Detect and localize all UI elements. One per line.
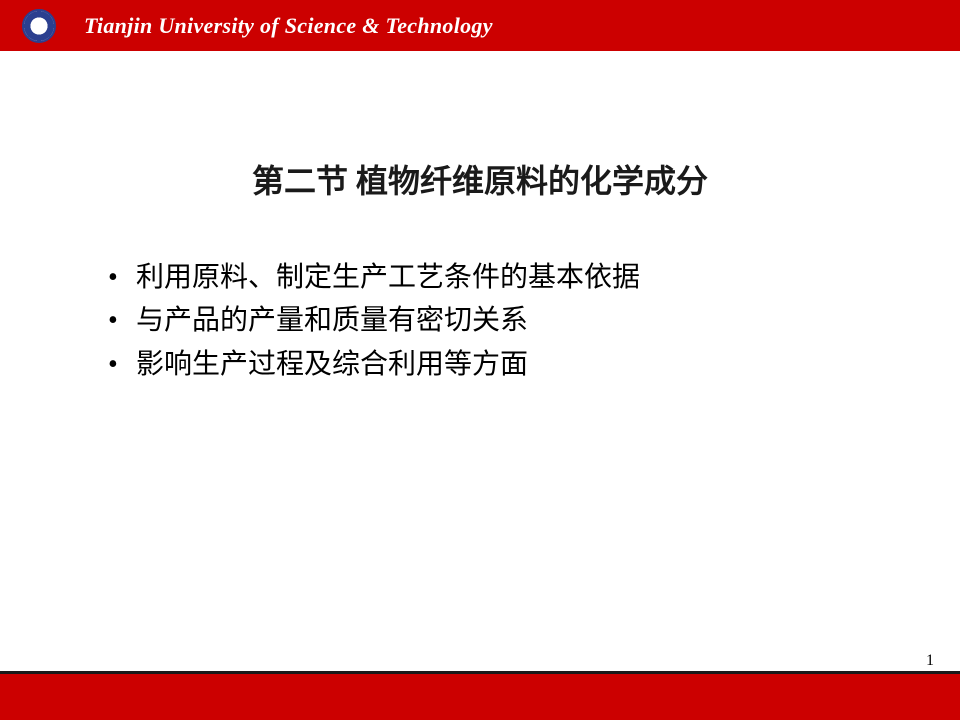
bullet-item: 与产品的产量和质量有密切关系 — [108, 299, 640, 342]
slide: Tianjin University of Science & Technolo… — [0, 0, 960, 720]
page-number: 1 — [926, 652, 934, 670]
section-title: 第二节 植物纤维原料的化学成分 — [0, 156, 960, 202]
bullet-list: 利用原料、制定生产工艺条件的基本依据 与产品的产量和质量有密切关系 影响生产过程… — [108, 256, 640, 386]
university-logo-icon — [22, 9, 56, 43]
footer-divider — [0, 671, 960, 674]
bullet-item: 影响生产过程及综合利用等方面 — [108, 343, 640, 386]
slide-body: 第二节 植物纤维原料的化学成分 利用原料、制定生产工艺条件的基本依据 与产品的产… — [0, 51, 960, 674]
chapter-title: Chapter 1 The Composition and Structure … — [244, 684, 715, 710]
bullet-item: 利用原料、制定生产工艺条件的基本依据 — [108, 256, 640, 299]
footer-bar: Chapter 1 The Composition and Structure … — [0, 674, 960, 720]
header-bar: Tianjin University of Science & Technolo… — [0, 0, 960, 51]
university-name: Tianjin University of Science & Technolo… — [84, 13, 493, 39]
